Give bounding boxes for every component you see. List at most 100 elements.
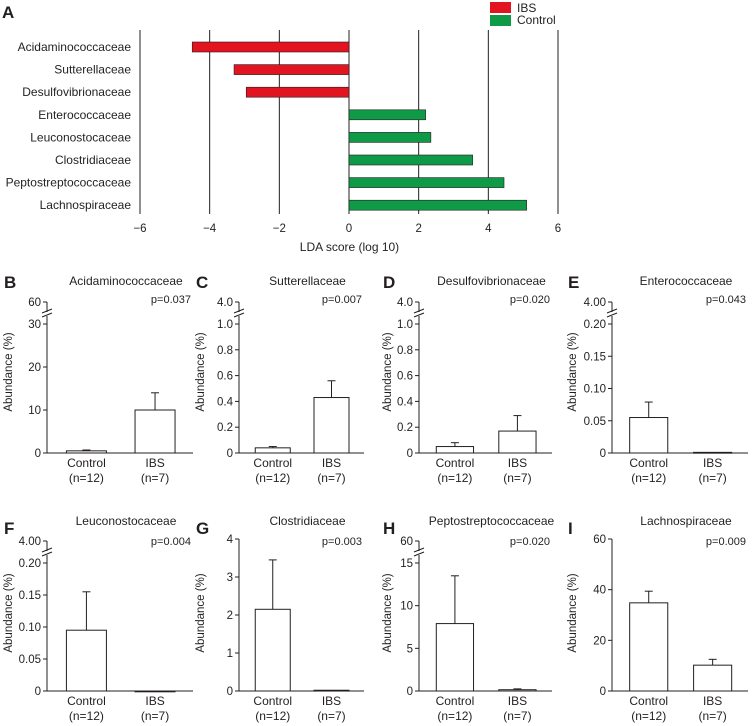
y-break-upper-label: 4.0: [397, 297, 413, 309]
panel-letter-H: H: [383, 519, 395, 538]
x-sample-size-label: (n=12): [255, 471, 290, 485]
panel-letter-B: B: [4, 273, 16, 292]
y-tick-label: 0.8: [397, 345, 413, 357]
x-sample-size-label: (n=7): [141, 709, 169, 723]
y-tick-label: 0: [407, 686, 413, 698]
x-sample-size-label: (n=7): [503, 709, 531, 723]
panel-title: Acidaminococcaceae: [69, 274, 183, 288]
y-tick-label: 60: [593, 534, 606, 546]
x-sample-size-label: (n=7): [317, 709, 345, 723]
x-sample-size-label: (n=7): [698, 709, 726, 723]
x-category-label: Control: [67, 456, 106, 470]
y-break-lower-label: 30: [28, 319, 41, 331]
y-break-upper-label: 60: [400, 536, 413, 548]
abundance-bar: [629, 417, 669, 454]
x-sample-size-label: (n=12): [69, 709, 104, 723]
y-break-upper-label: 4.00: [584, 297, 606, 309]
panel-letter-F: F: [4, 519, 14, 538]
abundance-bar: [629, 602, 669, 692]
abundance-bar: [498, 689, 537, 692]
y-tick-label: 0.8: [217, 345, 233, 357]
lda-x-tick-label: −2: [273, 223, 286, 235]
y-break-upper-label: 60: [28, 297, 41, 309]
x-category-label: Control: [629, 456, 668, 470]
y-tick-label: 0.6: [217, 371, 233, 383]
y-break-lower-label: 1.0: [217, 319, 233, 331]
x-category-label: IBS: [508, 456, 527, 470]
panel-title: Sutterellaceae: [269, 274, 346, 288]
lda-x-tick-label: 0: [346, 223, 352, 235]
x-sample-size-label: (n=12): [437, 709, 472, 723]
y-axis-title: Abundance (%): [195, 573, 207, 652]
panel-title: Leuconostocaceae: [76, 514, 177, 528]
y-tick-label: 0.4: [397, 396, 414, 408]
panel-letter-A: A: [2, 3, 14, 22]
y-axis-break-mark: [41, 312, 53, 318]
abundance-bar: [693, 664, 733, 692]
y-tick-label: 0.6: [397, 371, 413, 383]
lda-category-label: Leuconostocaceae: [30, 130, 131, 144]
abundance-bar: [435, 446, 475, 454]
p-value-label: p=0.007: [322, 294, 362, 306]
lda-chart: −6 −4 −2 0 2 4 6 Acidaminococcaceae Sutterellace…: [6, 30, 561, 235]
p-value-label: p=0.009: [706, 536, 746, 548]
lda-category-label: Acidaminococcaceae: [18, 40, 132, 54]
panel-title: Lachnospiraceae: [640, 514, 732, 528]
panel-letter-D: D: [383, 273, 395, 292]
y-tick-label: 0.15: [19, 590, 41, 602]
y-axis-break-mark: [413, 551, 425, 557]
y-tick-label: 0: [35, 686, 41, 698]
y-axis-break-mark: [606, 308, 618, 314]
y-break-lower-label: 0.20: [584, 319, 606, 331]
y-tick-label: 0: [227, 686, 233, 698]
y-axis-break-mark: [413, 547, 425, 553]
abundance-bar: [313, 689, 350, 692]
y-tick-label: 20: [28, 362, 41, 374]
lda-x-tick-label: 6: [555, 223, 561, 235]
panel-letter-I: I: [568, 519, 573, 538]
y-tick-label: 0.2: [217, 422, 233, 434]
abundance-bar: [65, 629, 107, 692]
lda-x-tick-label: 2: [415, 223, 421, 235]
x-category-label: Control: [67, 694, 106, 708]
y-tick-label: 0: [227, 448, 233, 460]
y-tick-label: 0.10: [19, 622, 41, 634]
y-axis-break-mark: [233, 312, 245, 318]
y-axis-break-mark: [606, 312, 618, 318]
panel-title: Desulfovibrionaceae: [437, 274, 546, 288]
x-category-label: IBS: [322, 456, 341, 470]
abundance-bar: [65, 450, 107, 454]
abundance-bar: [134, 409, 176, 454]
y-axis-break-mark: [41, 551, 53, 557]
y-break-upper-label: 4.0: [217, 297, 233, 309]
lda-x-tick-label: −6: [133, 223, 146, 235]
lda-bar: [233, 64, 350, 75]
panel-letter-E: E: [568, 273, 579, 292]
abundance-bar: [498, 430, 537, 454]
x-category-label: Control: [436, 456, 475, 470]
x-category-label: IBS: [322, 694, 341, 708]
y-axis-break-mark: [41, 547, 53, 553]
lda-category-label: Clostridiaceae: [55, 153, 131, 167]
y-axis-title: Abundance (%): [3, 573, 15, 652]
lda-bar: [245, 86, 350, 98]
y-tick-label: 0.2: [397, 422, 413, 434]
y-axis-title: Abundance (%): [567, 332, 579, 411]
y-break-lower-label: 0.20: [19, 558, 41, 570]
lda-x-axis-title: LDA score (log 10): [300, 240, 399, 254]
legend-swatch-control: [490, 15, 511, 26]
y-tick-label: 0.05: [584, 416, 606, 428]
panel-title: Clostridiaceae: [269, 514, 345, 528]
y-axis-title: Abundance (%): [3, 332, 15, 411]
y-tick-label: 0.10: [584, 384, 606, 396]
x-sample-size-label: (n=12): [631, 471, 666, 485]
lda-category-label: Enterococcaceae: [38, 108, 131, 122]
y-tick-label: 0.4: [217, 396, 234, 408]
lda-bar: [348, 154, 473, 166]
x-sample-size-label: (n=12): [255, 709, 290, 723]
y-axis-break-mark: [233, 308, 245, 314]
y-axis-title: Abundance (%): [382, 573, 394, 652]
y-tick-label: 0: [407, 448, 413, 460]
abundance-bar: [254, 447, 291, 454]
